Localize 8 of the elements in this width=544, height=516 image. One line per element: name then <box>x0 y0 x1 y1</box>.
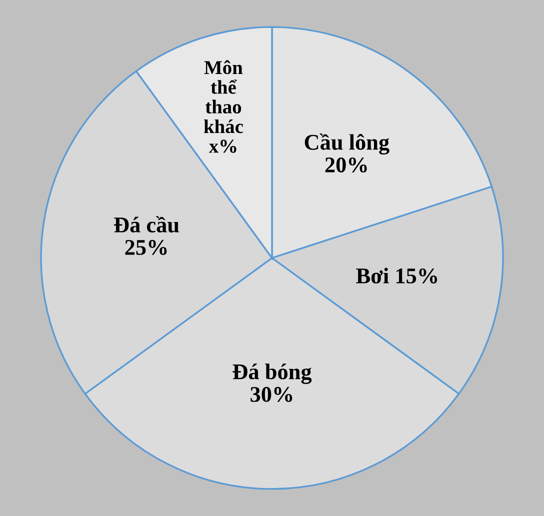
slice-label: Đá cầu <box>114 216 179 233</box>
slice-label: Bơi 15% <box>356 268 438 284</box>
data-label: x% <box>208 140 236 153</box>
data-label: 25% <box>125 240 167 255</box>
slice-label: Cầu lông <box>304 133 390 155</box>
slice-label: Đá bóng <box>232 364 312 384</box>
data-label: 30% <box>250 386 292 402</box>
data-label: 20% <box>325 157 367 173</box>
